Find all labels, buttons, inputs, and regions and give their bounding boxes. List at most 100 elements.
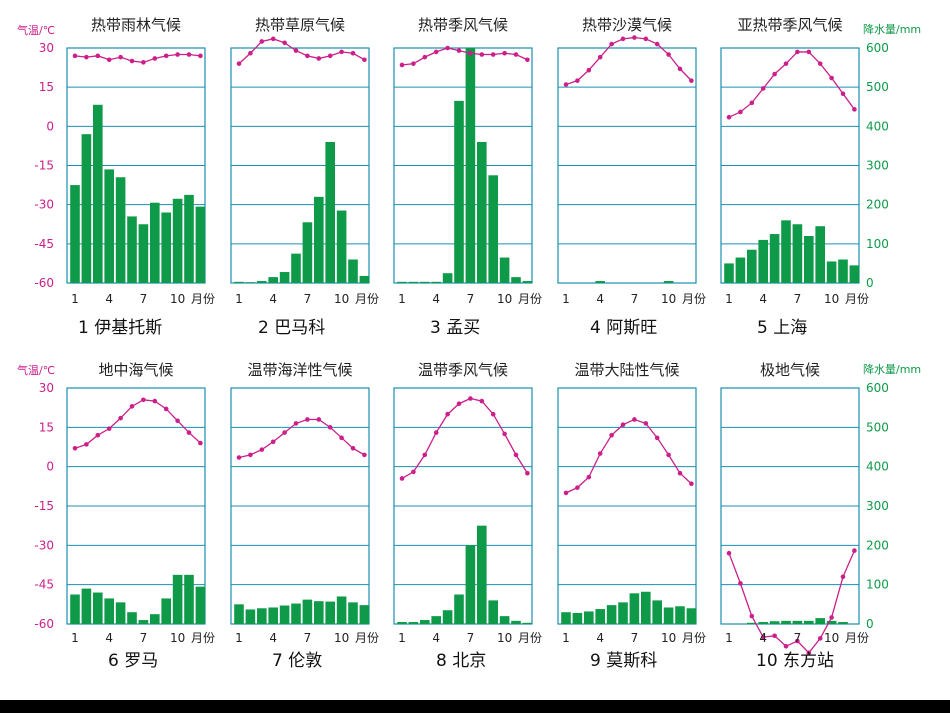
month-axis-label: 月份 (191, 631, 215, 645)
precip-bar (792, 224, 803, 283)
precip-bar (618, 602, 628, 624)
temperature-point (654, 41, 660, 47)
temperature-point (586, 67, 592, 73)
temperature-point (852, 107, 857, 112)
temperature-point (738, 581, 743, 586)
temperature-line (238, 38, 365, 65)
temperature-point (72, 446, 78, 451)
precip-bar (522, 622, 533, 624)
temperature-point (95, 53, 101, 59)
month-tick-label: 1 (725, 292, 733, 306)
temperature-point (468, 50, 473, 56)
precip-bar (115, 177, 126, 283)
precip-bar (826, 261, 837, 283)
month-tick-label: 1 (562, 292, 570, 306)
temperature-point (563, 490, 569, 496)
precip-bar (849, 265, 860, 283)
temperature-point (84, 54, 89, 60)
precip-bar (477, 525, 487, 624)
precip-bar (465, 48, 476, 283)
station-caption: 3 孟买 (430, 318, 480, 338)
station-caption: 6 罗马 (108, 651, 158, 671)
chart-title: 热带沙漠气候 (582, 16, 672, 34)
temperature-point (327, 425, 333, 430)
precipitation-tick-label: 500 (866, 80, 889, 94)
temperature-point (445, 411, 450, 417)
precip-bar (826, 620, 837, 624)
temperature-point (726, 114, 732, 120)
temperature-point (282, 430, 287, 435)
precip-bar (735, 257, 746, 283)
chart-title: 热带草原气候 (255, 16, 345, 34)
month-axis-label: 月份 (518, 631, 542, 645)
temperature-point (632, 417, 637, 422)
precip-bar (804, 236, 814, 283)
temperature-point (236, 61, 242, 66)
precip-bar (724, 263, 734, 283)
temperature-point (106, 57, 112, 63)
month-axis-label: 月份 (191, 292, 215, 306)
temperature-point (795, 638, 800, 644)
precip-bar (325, 601, 335, 624)
month-tick-label: 7 (794, 292, 802, 306)
temperature-line (728, 51, 855, 118)
precip-bar (336, 596, 347, 624)
temperature-point (362, 452, 367, 458)
temperature-point (293, 48, 299, 53)
precip-bar (595, 281, 605, 283)
precip-bar (279, 272, 290, 283)
temperature-point (817, 61, 823, 66)
precip-bar (606, 605, 617, 624)
temperature-point (422, 452, 428, 458)
station-caption: 10 东方站 (756, 651, 834, 671)
temperature-point (795, 49, 800, 55)
month-tick-label: 4 (105, 631, 113, 645)
chart-title: 温带季风气候 (418, 361, 508, 379)
station-caption: 4 阿斯旺 (590, 318, 657, 338)
temperature-point (175, 52, 180, 57)
chart-title: 极地气候 (760, 361, 820, 379)
precip-bar (511, 277, 521, 283)
temperature-tick-label: -60 (34, 276, 54, 290)
temperature-point (305, 53, 310, 59)
month-tick-label: 10 (661, 631, 676, 645)
chart-panel-8: 温带季风气候 1 4 7 10 月份 8 北京 (393, 361, 542, 671)
temperature-point (445, 45, 450, 51)
temperature-line (74, 53, 201, 64)
month-tick-label: 10 (497, 631, 512, 645)
chart-panel-3: 热带季风气候 1 4 7 10 月份 3 孟买 (393, 16, 542, 338)
precip-bar (663, 281, 674, 283)
precip-bar (245, 282, 256, 283)
month-tick-label: 4 (759, 292, 767, 306)
temperature-axis-label: 气温/℃ (17, 363, 55, 377)
temperature-point (106, 426, 112, 431)
temperature-tick-label: 15 (39, 420, 54, 434)
precip-bar (511, 620, 521, 624)
station-caption: 5 上海 (757, 318, 807, 338)
station-caption: 8 北京 (436, 651, 486, 671)
temperature-point (852, 548, 857, 553)
precipitation-axis-label: 降水量/mm (863, 22, 921, 36)
precip-bar (488, 600, 498, 624)
temperature-point (141, 60, 146, 65)
month-tick-label: 1 (725, 631, 733, 645)
precip-bar (268, 277, 278, 283)
month-tick-label: 1 (398, 631, 406, 645)
month-tick-label: 10 (824, 631, 839, 645)
temperature-point (350, 50, 356, 56)
temperature-line (565, 36, 692, 86)
precipitation-tick-label: 0 (866, 617, 874, 631)
temperature-point (270, 439, 276, 445)
precip-bar (234, 281, 244, 283)
month-tick-label: 4 (269, 631, 277, 645)
temperature-axis-label: 气温/℃ (17, 23, 55, 37)
temperature-point (72, 53, 78, 59)
temperature-point (163, 406, 169, 412)
precip-bar (172, 198, 183, 283)
precipitation-tick-label: 600 (866, 41, 889, 55)
temperature-point (186, 430, 192, 435)
month-tick-label: 4 (269, 292, 277, 306)
temperature-point (620, 422, 626, 428)
precip-bar (838, 622, 848, 624)
temperature-point (666, 452, 671, 458)
